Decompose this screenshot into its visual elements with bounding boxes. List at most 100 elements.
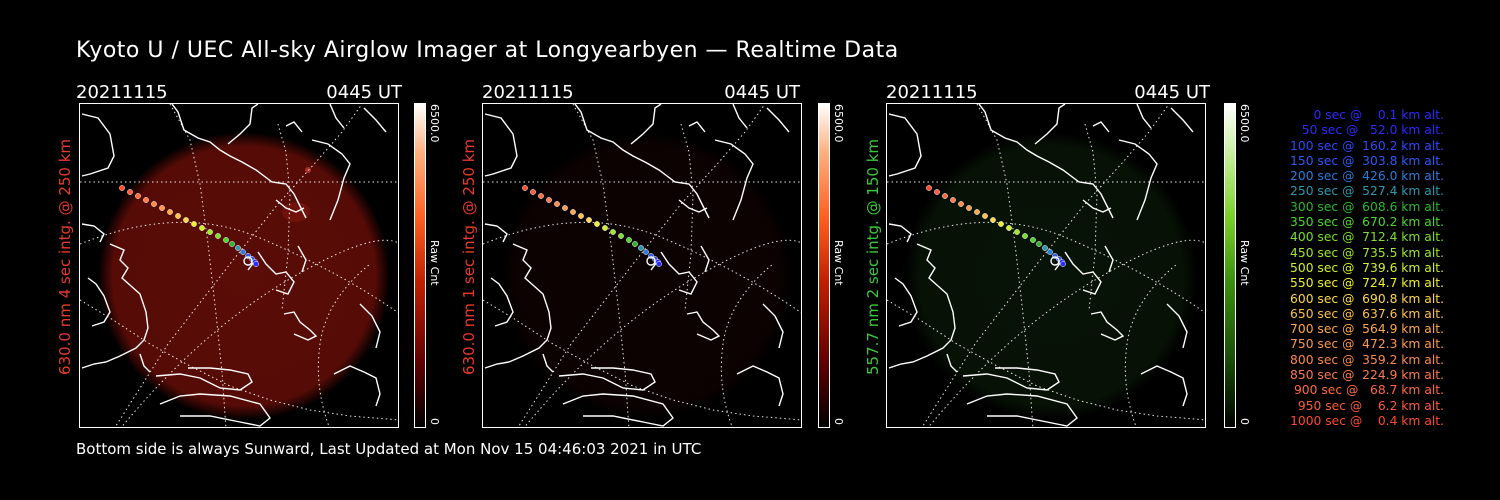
legend-row: 550 sec @ 724.7 km alt. — [1286, 276, 1444, 291]
trajectory-point — [159, 205, 165, 211]
trajectory-point — [151, 201, 157, 207]
legend-row: 350 sec @ 670.2 km alt. — [1286, 215, 1444, 230]
legend-row: 850 sec @ 224.9 km alt. — [1286, 368, 1444, 383]
colorbar-630-4s — [414, 103, 426, 428]
trajectory-point — [207, 229, 213, 235]
panel-side-label: 630.0 nm 4 sec intg. @ 250 km — [56, 138, 74, 375]
trajectory-point — [1014, 229, 1020, 235]
colorbar-min: 0 — [1238, 418, 1251, 425]
legend-row: 1000 sec @ 0.4 km alt. — [1290, 413, 1444, 428]
colorbar-unit: Raw Cnt — [1238, 240, 1251, 286]
legend-row: 100 sec @ 160.2 km alt. — [1286, 138, 1444, 153]
trajectory-point — [1047, 249, 1053, 255]
legend-row: 650 sec @ 637.6 km alt. — [1286, 306, 1444, 321]
legend-row: 250 sec @ 527.4 km alt. — [1286, 184, 1444, 199]
legend-row: 600 sec @ 690.8 km alt. — [1286, 291, 1444, 306]
trajectory-point — [632, 241, 638, 247]
legend-row: 700 sec @ 564.9 km alt. — [1286, 322, 1444, 337]
trajectory-point — [522, 185, 528, 191]
trajectory-point — [1036, 241, 1042, 247]
trajectory-point — [562, 205, 568, 211]
trajectory-point — [594, 221, 600, 227]
trajectory-point — [1006, 225, 1012, 231]
trajectory-point — [538, 193, 544, 199]
panel-date: 20211115 — [886, 82, 978, 103]
trajectory-point — [240, 249, 246, 255]
trajectory-point — [191, 221, 197, 227]
airglow-disk — [905, 132, 1197, 420]
legend-row: 300 sec @ 608.6 km alt. — [1286, 199, 1444, 214]
trajectory-point — [253, 261, 259, 267]
trajectory-point — [958, 201, 964, 207]
colorbar-min: 0 — [428, 418, 441, 425]
legend-row: 50 sec @ 52.0 km alt. — [1293, 123, 1444, 138]
airglow-disk — [501, 132, 793, 420]
trajectory-point — [570, 209, 576, 215]
allsky-image-630-4s[interactable] — [79, 103, 399, 428]
trajectory-point — [223, 237, 229, 243]
trajectory-point — [215, 233, 221, 239]
colorbar-630-1s — [818, 103, 830, 428]
trajectory-point — [618, 233, 624, 239]
legend-row: 150 sec @ 303.8 km alt. — [1286, 153, 1444, 168]
trajectory-point — [966, 205, 972, 211]
trajectory-point — [546, 197, 552, 203]
trajectory-point — [656, 261, 662, 267]
trajectory-point — [626, 237, 632, 243]
trajectory-point — [586, 217, 592, 223]
legend-row: 950 sec @ 6.2 km alt. — [1293, 398, 1444, 413]
trajectory-point — [926, 185, 932, 191]
trajectory-point — [1030, 237, 1036, 243]
allsky-image-557-2s[interactable] — [886, 103, 1206, 428]
panel-time: 0445 UT — [1134, 82, 1210, 103]
panel-date: 20211115 — [482, 82, 574, 103]
trajectory-point — [183, 217, 189, 223]
panel-side-label: 557.7 nm 2 sec intg. @ 150 km — [864, 138, 882, 375]
trajectory-point — [530, 189, 536, 195]
colorbar-max: 6500.0 — [428, 104, 441, 143]
panel-time: 0445 UT — [724, 82, 800, 103]
legend-row: 200 sec @ 426.0 km alt. — [1286, 169, 1444, 184]
trajectory-point — [554, 201, 560, 207]
legend-row: 500 sec @ 739.6 km alt. — [1286, 260, 1444, 275]
trajectory-point — [942, 193, 948, 199]
trajectory-point — [167, 209, 173, 215]
legend-row: 900 sec @ 68.7 km alt. — [1290, 383, 1444, 398]
allsky-image-630-1s[interactable] — [482, 103, 802, 428]
panel-time: 0445 UT — [326, 82, 402, 103]
legend-row: 400 sec @ 712.4 km alt. — [1286, 230, 1444, 245]
panel-side-label: 630.0 nm 1 sec intg. @ 250 km — [460, 138, 478, 375]
colorbar-min: 0 — [832, 418, 845, 425]
station-marker — [646, 256, 656, 266]
trajectory-point — [974, 209, 980, 215]
trajectory-legend: 0 sec @ 0.1 km alt. 50 sec @ 52.0 km alt… — [1262, 108, 1444, 429]
trajectory-point — [998, 221, 1004, 227]
trajectory-point — [990, 217, 996, 223]
trajectory-point — [578, 213, 584, 219]
trajectory-point — [175, 213, 181, 219]
footer-note: Bottom side is always Sunward, Last Upda… — [76, 440, 702, 458]
legend-row: 750 sec @ 472.3 km alt. — [1286, 337, 1444, 352]
colorbar-unit: Raw Cnt — [832, 240, 845, 286]
station-marker — [1050, 256, 1060, 266]
trajectory-point — [950, 197, 956, 203]
panel-date: 20211115 — [76, 82, 168, 103]
colorbar-max: 6500.0 — [832, 104, 845, 143]
legend-row: 800 sec @ 359.2 km alt. — [1286, 352, 1444, 367]
trajectory-point — [610, 229, 616, 235]
page-title: Kyoto U / UEC All-sky Airglow Imager at … — [76, 38, 899, 63]
trajectory-point — [143, 197, 149, 203]
trajectory-point — [1022, 233, 1028, 239]
trajectory-point — [982, 213, 988, 219]
trajectory-point — [1060, 261, 1066, 267]
trajectory-point — [235, 245, 241, 251]
trajectory-point — [119, 185, 125, 191]
trajectory-point — [127, 189, 133, 195]
trajectory-point — [602, 225, 608, 231]
trajectory-point — [229, 241, 235, 247]
trajectory-point — [643, 249, 649, 255]
trajectory-point — [135, 193, 141, 199]
colorbar-557-2s — [1224, 103, 1236, 428]
legend-row: 450 sec @ 735.5 km alt. — [1286, 245, 1444, 260]
trajectory-point — [934, 189, 940, 195]
